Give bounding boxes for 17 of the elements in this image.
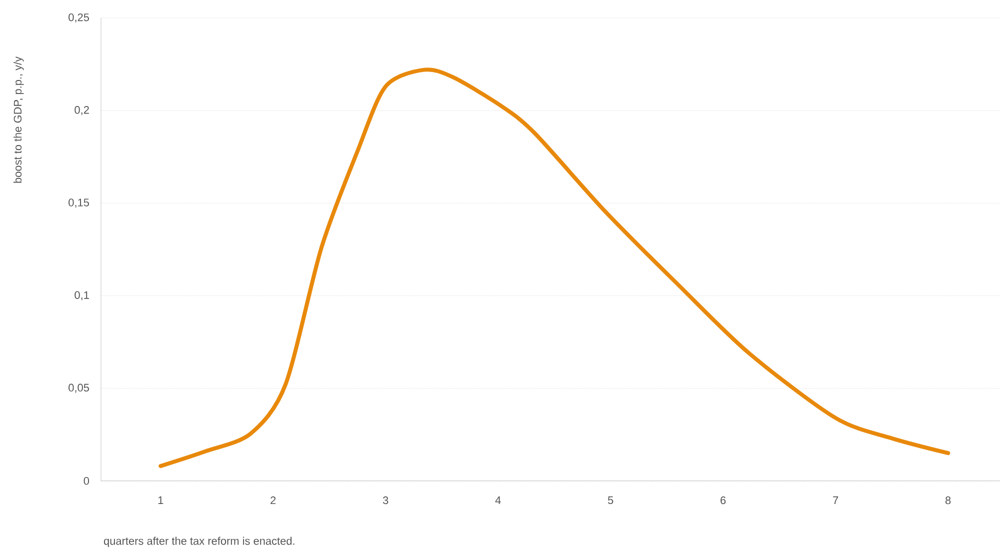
x-tick-label: 8 bbox=[945, 496, 951, 504]
y-tick-label: 0,15 bbox=[68, 198, 89, 208]
x-tick-label: 7 bbox=[833, 496, 838, 504]
x-tick-label: 4 bbox=[495, 496, 501, 504]
x-axis-title: quarters after the tax reform is enacted. bbox=[104, 536, 294, 548]
y-tick-label: 0,1 bbox=[74, 291, 89, 300]
y-tick-label: 0,05 bbox=[68, 384, 89, 393]
x-tick-label: 6 bbox=[720, 496, 726, 504]
x-tick-label: 3 bbox=[382, 496, 388, 504]
x-tick-label: 1 bbox=[158, 496, 164, 504]
y-tick-label: 0,2 bbox=[74, 106, 89, 116]
y-tick-label: 0 bbox=[84, 477, 90, 485]
x-tick-label: 5 bbox=[608, 496, 614, 504]
x-tick-label: 2 bbox=[270, 496, 276, 504]
y-axis-title: boost to the GDP, p.p., y/y bbox=[14, 56, 24, 183]
line-series bbox=[158, 68, 950, 468]
y-tick-label: 0,25 bbox=[68, 14, 89, 23]
